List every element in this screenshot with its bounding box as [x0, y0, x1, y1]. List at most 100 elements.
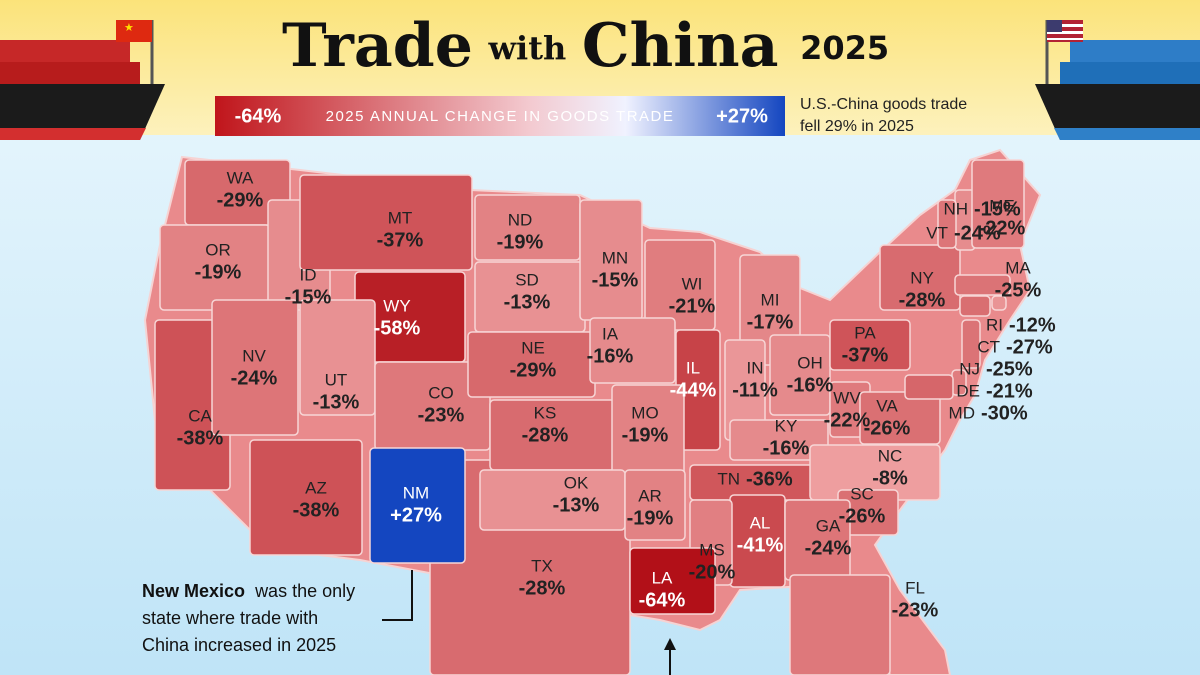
state-value: -28% — [519, 577, 566, 599]
state-value: -26% — [864, 417, 911, 439]
state-value: -20% — [689, 561, 736, 583]
state-abbr: ME — [989, 196, 1015, 215]
annotation-leader — [382, 570, 413, 621]
state-value: -16% — [587, 345, 634, 367]
state-shape — [299, 174, 473, 271]
state-abbr: ID — [300, 265, 317, 284]
state-shape — [789, 574, 891, 675]
state-value: -36% — [746, 468, 793, 490]
state-abbr: GA — [816, 516, 841, 535]
annotation-line: state where trade with — [142, 608, 318, 628]
us-ship — [1035, 20, 1200, 140]
state-abbr: OR — [205, 240, 231, 259]
state-value: -37% — [842, 344, 889, 366]
state-abbr: AL — [750, 513, 771, 532]
la-arrow — [664, 638, 676, 650]
legend-min: -64% — [235, 105, 282, 127]
state-abbr: MO — [631, 403, 658, 422]
state-value: -38% — [293, 499, 340, 521]
state-value: -24% — [231, 367, 278, 389]
state-abbr: MN — [602, 248, 628, 267]
state-abbr: MD — [949, 403, 975, 422]
state-abbr: ND — [508, 210, 533, 229]
state-value: -28% — [522, 424, 569, 446]
annotation-text: was the only — [254, 581, 355, 601]
state-abbr: NY — [910, 268, 934, 287]
state-abbr: IL — [686, 358, 700, 377]
state-abbr: MA — [1005, 258, 1031, 277]
state-abbr: VA — [876, 396, 898, 415]
state-shape — [629, 547, 716, 615]
state-shape — [299, 299, 376, 416]
legend-title: 2025 ANNUAL CHANGE IN GOODS TRADE — [326, 108, 675, 125]
state-abbr: CO — [428, 383, 454, 402]
state-shape — [249, 439, 363, 556]
state-value: -29% — [510, 359, 557, 381]
state-shape — [961, 319, 981, 369]
state-shape — [937, 199, 957, 249]
state-value: -29% — [217, 189, 264, 211]
state-shape — [369, 447, 466, 564]
state-value: -22% — [824, 409, 871, 431]
state-shape — [954, 274, 1011, 296]
state-abbr: CT — [977, 337, 1000, 356]
state-shape — [904, 374, 954, 400]
state-value: -26% — [839, 505, 886, 527]
state-value: -24% — [954, 222, 1001, 244]
state-value: -37% — [377, 229, 424, 251]
state-abbr: SD — [515, 270, 539, 289]
annotation-line: China increased in 2025 — [142, 635, 336, 655]
state-abbr: NE — [521, 338, 545, 357]
state-value: -30% — [981, 402, 1028, 424]
state-value: -19% — [497, 231, 544, 253]
state-value: -21% — [669, 295, 716, 317]
state-abbr: WI — [682, 274, 703, 293]
state-abbr: CA — [188, 406, 212, 425]
state-abbr: VT — [926, 223, 948, 242]
state-abbr: IN — [747, 358, 764, 377]
state-abbr: AR — [638, 486, 662, 505]
state-value: -11% — [732, 379, 778, 401]
state-value: -13% — [313, 391, 360, 413]
svg-text:★: ★ — [124, 22, 134, 34]
state-abbr: KY — [775, 416, 798, 435]
state-value: -22% — [979, 217, 1026, 239]
state-shape — [211, 299, 299, 436]
state-abbr: NV — [242, 346, 266, 365]
state-value: -16% — [787, 374, 834, 396]
state-abbr: TN — [717, 469, 740, 488]
state-abbr: NJ — [959, 359, 980, 378]
state-value: -13% — [553, 494, 600, 516]
state-tiles — [154, 159, 1025, 675]
state-abbr: WV — [833, 388, 861, 407]
state-value: -19% — [195, 261, 242, 283]
state-value: -28% — [899, 289, 946, 311]
state-labels: TX -28% CA -38% WA -29% OR -19% ID -15% MT -37% WY -5… — [177, 168, 1056, 621]
state-value: -17% — [747, 311, 794, 333]
state-abbr: RI — [986, 315, 1003, 334]
state-abbr: AZ — [305, 478, 327, 497]
state-shape — [589, 317, 676, 384]
state-value: -23% — [892, 599, 939, 621]
state-value: -16% — [763, 437, 810, 459]
state-abbr: WY — [383, 296, 410, 315]
state-abbr: FL — [905, 578, 925, 597]
state-shape — [769, 334, 831, 416]
state-abbr: MS — [699, 540, 725, 559]
state-shape — [859, 391, 941, 445]
state-value: -44% — [670, 379, 717, 401]
state-abbr: MI — [761, 290, 780, 309]
state-abbr: WA — [227, 168, 254, 187]
state-value: -25% — [995, 279, 1042, 301]
state-abbr: PA — [854, 323, 876, 342]
title-word: China — [582, 11, 779, 81]
title: Trade with China 2025 — [282, 11, 889, 81]
state-value: +27% — [390, 504, 442, 526]
state-value: -41% — [737, 534, 784, 556]
state-value: -27% — [1006, 336, 1053, 358]
title-year: 2025 — [800, 29, 889, 67]
state-shape — [829, 319, 911, 371]
state-shape — [991, 295, 1007, 311]
